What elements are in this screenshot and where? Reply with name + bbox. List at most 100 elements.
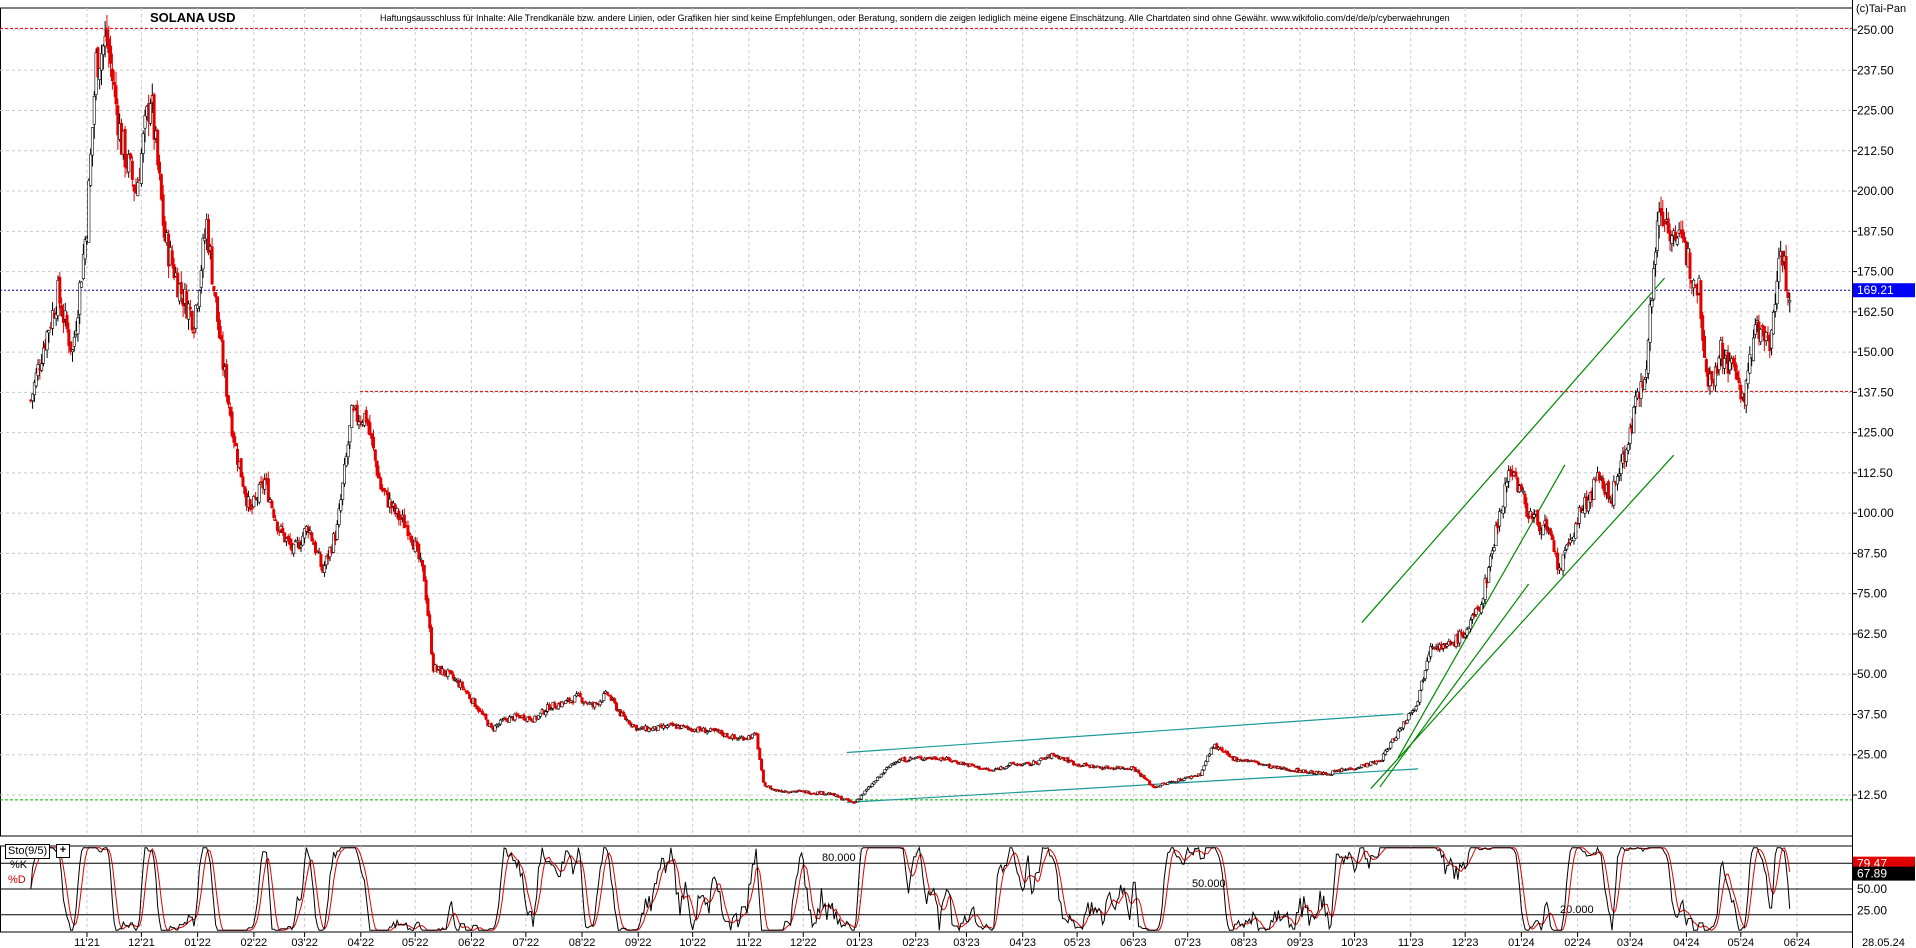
candle-body [194,304,198,329]
candle-body [703,728,707,734]
candle-body [941,757,945,760]
candle-body [903,757,907,762]
candle-body [156,129,160,166]
stoch-k-value: 67.89 [1857,867,1887,881]
candle-body [1722,358,1726,369]
candle-body [615,702,619,711]
candle-body [1246,759,1250,762]
candle-body [1178,778,1182,781]
candle-body [1489,555,1493,568]
candle-body [1139,772,1143,777]
candle-body [716,728,720,732]
candle-body [424,579,428,601]
candle-body [480,710,484,715]
candle-body [856,798,860,803]
candle-body [462,688,466,691]
candle-body [760,758,764,771]
stochastic-indicator-label[interactable]: Sto(9/5) [5,844,51,859]
candle-body [1113,768,1117,770]
candle-body [219,335,223,340]
candle-body [47,330,51,334]
price-grid [0,0,1853,948]
candle-body [346,444,350,458]
candle-body [248,499,252,510]
candle-body [627,720,631,725]
candle-body [1001,766,1005,769]
candle-body [96,47,100,78]
candle-body [1619,460,1623,474]
candle-body [473,698,477,708]
candle-body [1061,757,1065,759]
candle-body [1784,256,1788,292]
candle-body [368,422,372,436]
candle-body [1634,396,1638,407]
candle-body [1617,473,1621,476]
candle-body [1385,749,1389,752]
candle-body [1389,741,1393,749]
candle-body [1226,751,1230,755]
candle-body [1592,478,1596,500]
candle-body [1256,761,1260,765]
candle-body [1423,670,1427,679]
price-axis[interactable]: 250.00 237.50 225.00 212.50 200.00 187.50 175.… [1852,23,1915,918]
candle-body [232,432,236,443]
candle-body [761,769,765,783]
candle-body [897,759,901,763]
candle-body [399,517,403,520]
candle-body [152,94,156,140]
stoch-level-label: 20.000 [1560,904,1594,916]
candle-body [769,785,773,790]
candle-body [1006,765,1010,768]
candle-body [624,715,628,721]
candle-body [306,527,310,533]
candle-body [1550,534,1554,540]
candle-body [489,723,493,728]
candle-body [859,795,863,800]
candle-body [578,693,582,698]
candle-body [408,533,412,535]
candle-body [212,285,216,292]
candle-body [1625,449,1629,462]
candle-body [1735,371,1739,380]
candle-body [210,246,214,285]
x-tick-label: 07'22 [513,937,540,948]
candle-body [622,712,626,717]
candle-body [839,795,843,801]
y-tick-label: 25.00 [1857,748,1887,762]
candle-body [538,712,542,717]
candle-body [1514,471,1518,477]
x-tick-label: 10'22 [679,937,706,948]
x-tick-label: 02'23 [902,937,929,948]
candle-body [1215,743,1219,750]
candle-body [553,702,557,708]
y-tick-label: 212.50 [1857,144,1894,158]
candle-body [1683,237,1687,243]
add-indicator-button[interactable]: + [56,844,70,858]
candle-body [1748,354,1752,374]
candle-body [751,733,755,739]
candle-body [1227,753,1231,757]
candle-body [199,270,203,288]
candle-body [1773,304,1777,312]
candle-body [1474,608,1478,615]
candle-body [382,488,386,492]
candle-body [1206,755,1210,762]
candle-body [449,670,453,675]
candle-body [607,694,611,697]
x-tick-label: 11'22 [736,937,762,948]
candle-body [508,716,512,723]
candle-body [430,627,434,655]
candle-body [179,282,183,295]
candle-body [1182,778,1186,781]
candle-body [250,507,254,510]
candle-body [132,184,136,192]
candle-body [850,801,854,803]
candle-body [1788,300,1792,303]
candle-body [807,790,811,794]
x-tick-label: 09'23 [1287,937,1314,948]
x-end-date: 28.05.24 [1862,937,1905,948]
candle-body [201,237,205,270]
candle-body [725,733,729,738]
time-axis[interactable]: 11'21 12'21 01'22 02'22 03'22 04'22 05'22 06'22… [74,932,1905,948]
x-tick-label: 01'24 [1508,937,1535,948]
